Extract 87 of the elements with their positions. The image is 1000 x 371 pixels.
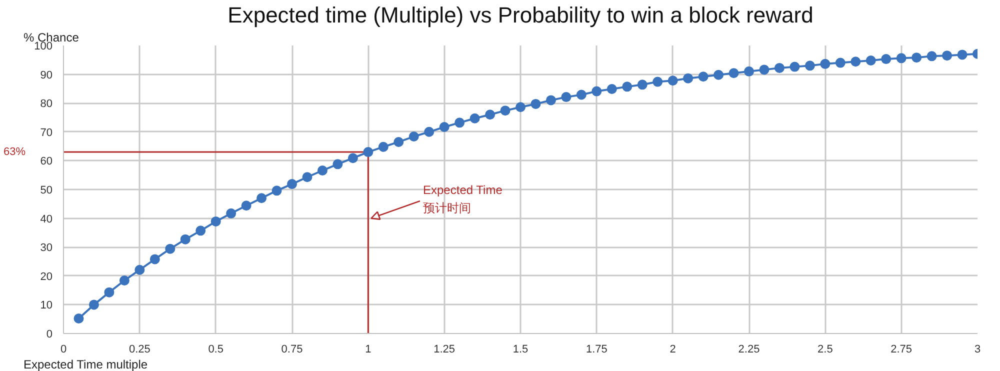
y-tick-label: 80 [40, 98, 53, 110]
point [942, 50, 952, 61]
point [714, 70, 724, 80]
y-tick-label: 10 [40, 300, 53, 312]
point [74, 314, 84, 324]
point [516, 102, 526, 112]
point [790, 62, 800, 72]
y-tick-label: 60 [40, 156, 53, 168]
ref-line-label: 63% [3, 146, 26, 158]
point [683, 73, 694, 84]
point [530, 98, 541, 109]
point [256, 193, 267, 204]
point [226, 208, 236, 218]
point [104, 287, 114, 298]
point [668, 76, 678, 86]
point [606, 84, 617, 94]
annotation: Expected Time [423, 183, 503, 198]
point [835, 58, 846, 68]
point [820, 58, 830, 69]
x-tick-label: 1.25 [434, 344, 456, 356]
x-tick-label: 2.25 [738, 344, 760, 356]
point [850, 56, 861, 67]
point [348, 153, 358, 164]
point [180, 234, 190, 244]
point [439, 122, 450, 132]
y-tick-label: 30 [40, 242, 53, 254]
point [408, 132, 419, 142]
point [196, 226, 206, 236]
point [546, 95, 556, 106]
x-tick-label: 0.25 [128, 344, 150, 356]
point [165, 244, 176, 254]
x-tick-label: 0.5 [208, 344, 224, 356]
x-tick-label: 1.5 [512, 344, 528, 356]
point [378, 142, 388, 152]
point [150, 254, 160, 264]
x-tick-label: 1 [365, 344, 372, 356]
point [241, 200, 252, 211]
x-tick-label: 0 [60, 344, 67, 356]
point [302, 172, 312, 182]
x-tick-label: 0.75 [281, 344, 303, 356]
x-axis-title: Expected Time multiple [24, 358, 148, 371]
point [804, 60, 815, 71]
point [728, 68, 739, 78]
point [470, 113, 480, 124]
point [576, 90, 586, 100]
point [210, 216, 221, 226]
point [637, 80, 648, 90]
point [363, 147, 374, 158]
y-tick-label: 70 [40, 126, 53, 139]
point [622, 82, 632, 92]
point [896, 53, 906, 64]
point [119, 276, 130, 286]
point [394, 136, 404, 147]
point [272, 186, 282, 196]
x-tick-label: 1.75 [586, 344, 608, 356]
y-tick-label: 40 [40, 213, 53, 226]
point [592, 86, 602, 96]
point [134, 264, 145, 275]
point [759, 64, 770, 75]
point [317, 166, 328, 176]
point [698, 72, 708, 82]
point [926, 51, 937, 62]
x-tick-label: 2.75 [890, 344, 912, 356]
point [332, 159, 343, 170]
point [485, 110, 496, 120]
x-tick-label: 3 [974, 344, 981, 356]
point [652, 76, 663, 87]
point [561, 92, 572, 102]
point [500, 106, 510, 116]
point [866, 55, 876, 66]
point [454, 118, 465, 128]
x-tick-label: 2 [670, 344, 676, 356]
y-tick-label: 20 [40, 270, 53, 283]
chart-title: Expected time (Multiple) vs Probability to win a block reward [228, 2, 814, 28]
point [88, 300, 99, 310]
point [774, 62, 784, 73]
point [957, 50, 968, 60]
point [881, 54, 892, 64]
y-tick-label: 0 [46, 328, 53, 340]
y-tick-label: 90 [40, 69, 53, 82]
y-tick-label: 50 [40, 184, 53, 196]
point [424, 126, 434, 137]
x-tick-label: 2.5 [818, 344, 833, 356]
point [744, 66, 754, 76]
annotation: 预计时间 [423, 201, 472, 216]
point [912, 52, 922, 63]
point [287, 179, 297, 190]
